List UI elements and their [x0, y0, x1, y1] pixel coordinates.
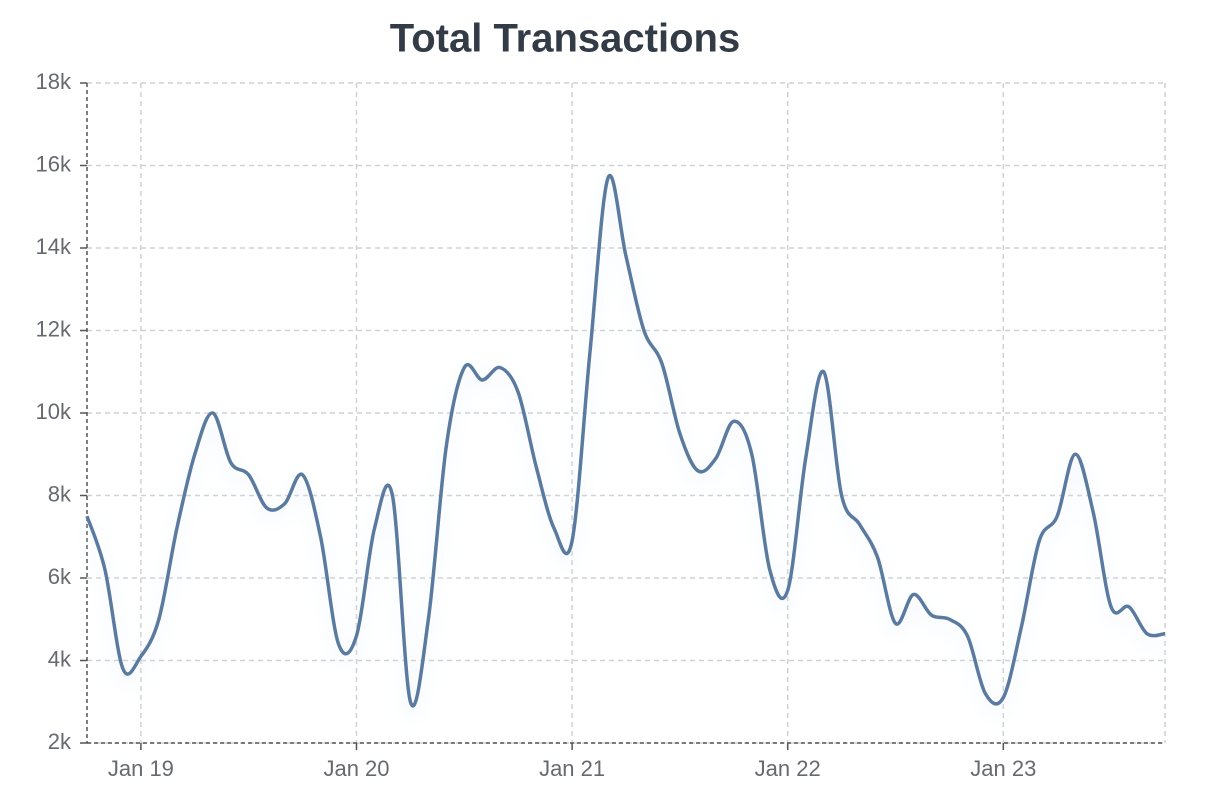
- y-tick-label: 4k: [48, 646, 72, 671]
- y-tick-label: 6k: [48, 564, 72, 589]
- x-tick-label: Jan 23: [970, 756, 1036, 781]
- y-tick-label: 8k: [48, 481, 72, 506]
- y-tick-label: 10k: [36, 399, 72, 424]
- y-tick-label: 14k: [36, 234, 72, 259]
- chart-title: Total Transactions: [390, 17, 740, 61]
- x-tick-label: Jan 19: [108, 756, 174, 781]
- x-tick-label: Jan 22: [755, 756, 821, 781]
- data-line: [85, 173, 1166, 708]
- x-tick-label: Jan 21: [539, 756, 605, 781]
- y-tick-label: 18k: [36, 69, 72, 94]
- y-tick-label: 16k: [36, 151, 72, 176]
- y-tick-label: 2k: [48, 729, 72, 754]
- y-tick-label: 12k: [36, 316, 72, 341]
- x-tick-label: Jan 20: [323, 756, 389, 781]
